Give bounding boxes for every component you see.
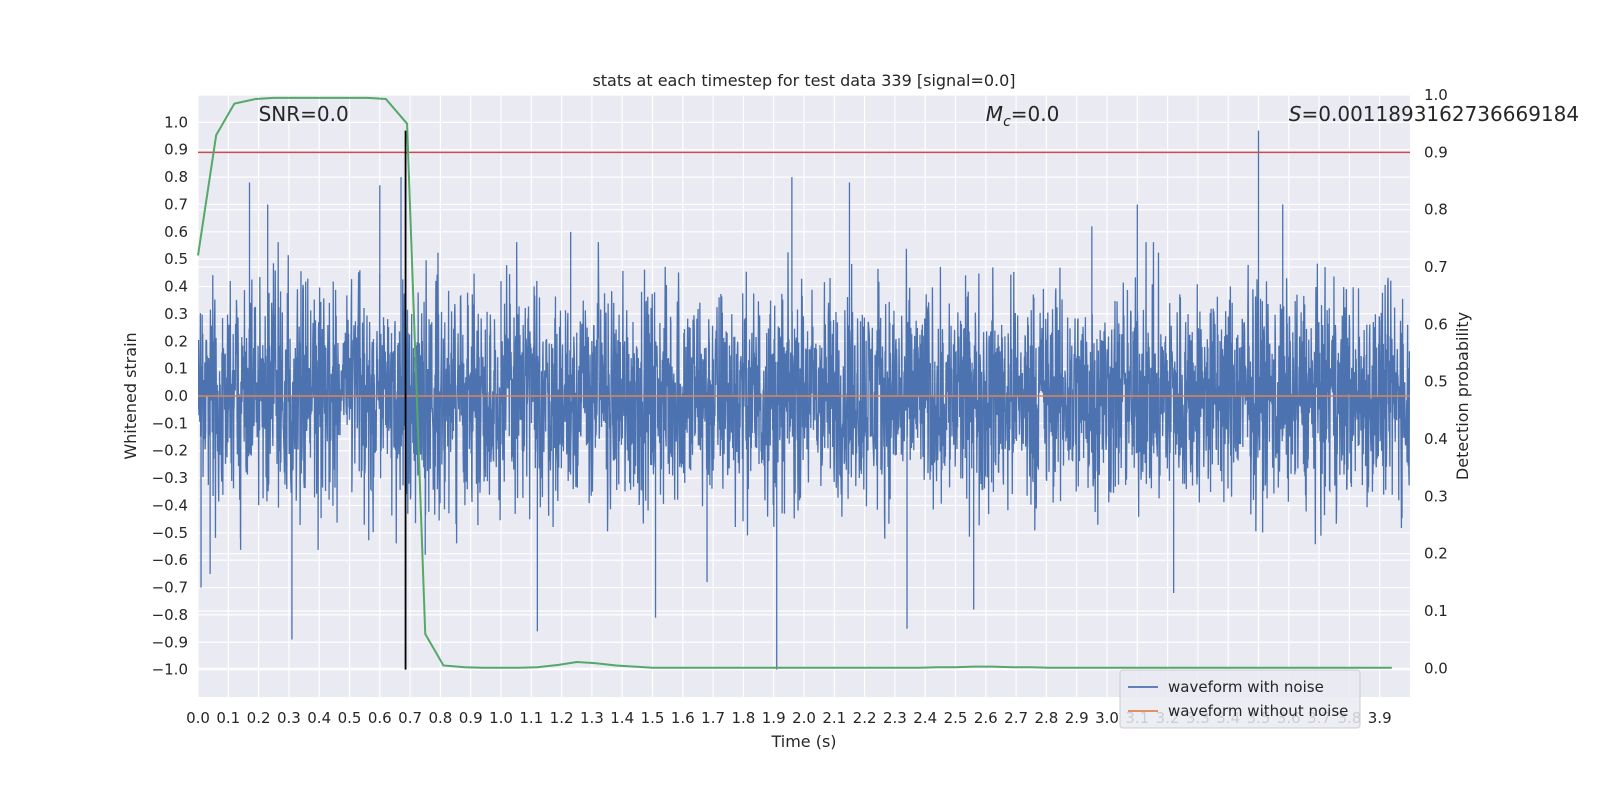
plot-marks — [198, 130, 1410, 670]
x-tick-label: 2.4 — [913, 709, 937, 727]
x-tick-label: 2.7 — [1004, 709, 1028, 727]
x-tick-label: 1.6 — [671, 709, 695, 727]
x-tick-label: 0.8 — [428, 709, 452, 727]
x-tick-label: 0.7 — [398, 709, 422, 727]
mc-symbol: M — [986, 102, 1003, 126]
x-tick-label: 0.3 — [277, 709, 301, 727]
y2-tick-label: 0.2 — [1424, 545, 1448, 563]
y2-tick-label: 1.0 — [1424, 86, 1448, 104]
x-tick-label: 1.8 — [731, 709, 755, 727]
y-tick-label: −0.7 — [152, 579, 188, 597]
y2-tick-label: 0.3 — [1424, 487, 1448, 505]
x-tick-label: 0.2 — [247, 709, 271, 727]
y-tick-label: 0.0 — [164, 387, 188, 405]
legend-label: waveform with noise — [1168, 678, 1324, 696]
s-value: =0.0011893162736669184 — [1302, 102, 1580, 126]
x-tick-label: 2.3 — [883, 709, 907, 727]
x-tick-label: 1.3 — [580, 709, 604, 727]
y2-tick-label: 0.4 — [1424, 430, 1448, 448]
x-tick-label: 0.0 — [186, 709, 210, 727]
x-tick-label: 2.8 — [1034, 709, 1058, 727]
x-tick-label: 0.4 — [307, 709, 331, 727]
legend-box — [1119, 669, 1361, 729]
x-tick-label: 2.1 — [822, 709, 846, 727]
mc-annotation: Mc=0.0 — [986, 102, 1060, 130]
y-tick-label: −0.2 — [152, 442, 188, 460]
y-tick-label: −0.8 — [152, 606, 188, 624]
y2-tick-label: 0.0 — [1424, 659, 1448, 677]
x-tick-label: 3.9 — [1368, 709, 1392, 727]
x-tick-label: 1.9 — [762, 709, 786, 727]
y2-axis-label: Detection probability — [1453, 312, 1472, 480]
series-detection-probability — [197, 96, 1392, 669]
y-tick-label: 0.7 — [164, 195, 188, 213]
x-axis-label: Time (s) — [770, 732, 836, 751]
y-tick-label: −0.1 — [152, 414, 188, 432]
y2-tick-label: 0.7 — [1424, 258, 1448, 276]
x-tick-label: 2.0 — [792, 709, 816, 727]
y-tick-label: 0.8 — [164, 168, 188, 186]
x-tick-label: 1.1 — [519, 709, 543, 727]
x-tick-label: 3.0 — [1095, 709, 1119, 727]
x-tick-label: 2.2 — [853, 709, 877, 727]
y-tick-label: −1.0 — [152, 661, 188, 679]
y-tick-label: 0.1 — [164, 360, 188, 378]
y-tick-label: −0.3 — [152, 469, 188, 487]
y-axis-ticks: 1.0 0.9 0.8 0.7 0.6 0.5 0.4 0.3 0.2 0.1 0.0 −0.1 −0.… — [152, 113, 188, 678]
probability-layer — [197, 96, 1392, 669]
y-tick-label: −0.4 — [152, 496, 188, 514]
y-tick-label: 0.3 — [164, 305, 188, 323]
x-tick-label: 1.4 — [610, 709, 634, 727]
s-annotation: S=0.0011893162736669184 — [1289, 102, 1579, 126]
mc-subscript: c — [1003, 114, 1011, 130]
y-tick-label: 0.4 — [164, 278, 188, 296]
x-tick-label: 0.9 — [459, 709, 483, 727]
legend-label: waveform without noise — [1168, 702, 1348, 720]
y-tick-label: 0.9 — [164, 141, 188, 159]
chart-title: stats at each timestep for test data 339… — [592, 71, 1015, 90]
y-tick-label: −0.5 — [152, 524, 188, 542]
reference-lines — [198, 130, 1410, 670]
y2-tick-label: 0.9 — [1424, 143, 1448, 161]
y-tick-label: −0.9 — [152, 633, 188, 651]
x-tick-label: 2.6 — [974, 709, 998, 727]
y-tick-label: −0.6 — [152, 551, 188, 569]
y2-axis-ticks: 0.0 0.1 0.2 0.3 0.4 0.5 0.6 0.7 0.8 0.9 1.0 — [1424, 86, 1448, 677]
x-tick-label: 1.7 — [701, 709, 725, 727]
x-tick-label: 0.5 — [338, 709, 362, 727]
y-tick-label: 0.5 — [164, 250, 188, 268]
mc-value: =0.0 — [1011, 102, 1060, 126]
y2-tick-label: 0.5 — [1424, 373, 1448, 391]
x-tick-label: 0.6 — [368, 709, 392, 727]
series-waveform-with-noise — [198, 130, 1410, 670]
y2-tick-label: 0.6 — [1424, 315, 1448, 333]
y2-tick-label: 0.8 — [1424, 201, 1448, 219]
y-tick-label: 1.0 — [164, 113, 188, 131]
y-axis-label: Whitened strain — [121, 332, 140, 459]
x-tick-label: 2.5 — [944, 709, 968, 727]
y2-tick-label: 0.1 — [1424, 602, 1448, 620]
x-tick-label: 1.2 — [550, 709, 574, 727]
legend: waveform with noise waveform without nois… — [1119, 669, 1361, 729]
s-symbol: S — [1289, 102, 1302, 126]
snr-annotation: SNR=0.0 — [259, 102, 349, 126]
x-tick-label: 0.1 — [216, 709, 240, 727]
x-tick-label: 1.0 — [489, 709, 513, 727]
x-tick-label: 2.9 — [1065, 709, 1089, 727]
y-tick-label: 0.6 — [164, 223, 188, 241]
x-tick-label: 1.5 — [641, 709, 665, 727]
y-tick-label: 0.2 — [164, 332, 188, 350]
